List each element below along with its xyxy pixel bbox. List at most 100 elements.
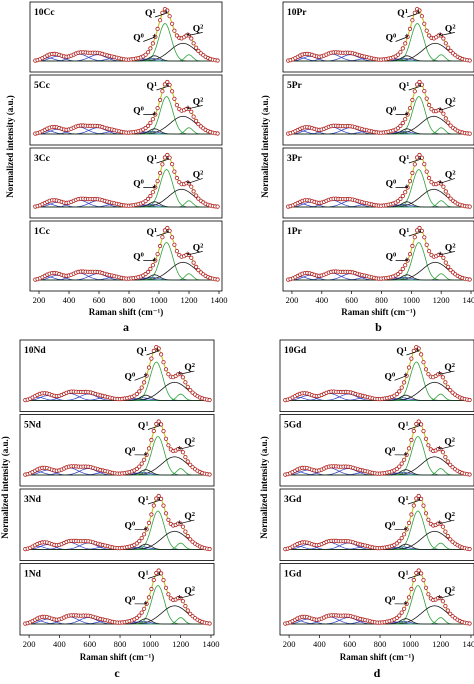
q1-label: Q1	[398, 495, 409, 507]
subplot-frame	[19, 563, 215, 636]
q0-label: Q0	[125, 594, 136, 606]
q0-arrowhead	[152, 111, 156, 116]
subplot-frame	[19, 488, 215, 561]
subplot-5gd: 5Gd Q1 Q0 Q2	[279, 414, 474, 487]
data-point	[399, 610, 404, 615]
data-point	[414, 421, 419, 427]
data-point	[161, 577, 166, 583]
x-axis: 200 400 600 800 1000 1200 1400	[286, 291, 474, 305]
data-point	[158, 243, 163, 249]
data-point	[160, 162, 165, 167]
data-point	[160, 235, 165, 240]
q0-label: Q0	[133, 105, 144, 117]
data-point	[148, 266, 153, 271]
data-point	[445, 608, 450, 613]
q0-arrowhead	[143, 600, 148, 605]
data-point	[467, 397, 472, 403]
q2-arrowhead	[437, 594, 442, 599]
data-point	[423, 367, 429, 372]
data-point	[443, 603, 448, 609]
data-point	[397, 389, 402, 394]
data-point	[417, 152, 422, 158]
data-point	[191, 260, 196, 265]
q1-label: Q1	[136, 346, 147, 358]
data-point	[183, 380, 188, 385]
data-point	[142, 380, 147, 385]
q0-arrow	[395, 36, 408, 42]
q0-label: Q0	[385, 520, 396, 532]
data-point	[426, 33, 432, 38]
data-point	[418, 352, 424, 357]
q1-label: Q1	[147, 154, 158, 166]
q0-arrowhead	[143, 526, 148, 531]
data-point	[443, 454, 448, 460]
data-point	[410, 18, 415, 23]
data-point	[403, 117, 408, 122]
data-point	[185, 384, 190, 389]
subplot-frame	[279, 414, 474, 487]
data-point	[397, 464, 402, 469]
x-tick-label: 1200	[433, 295, 450, 305]
q1-arrow	[408, 85, 421, 91]
q1-arrow	[407, 499, 421, 505]
q2-arrow	[440, 370, 455, 375]
data-point	[403, 263, 408, 268]
sample-label: 3Pr	[287, 154, 303, 164]
data-point	[426, 372, 431, 377]
data-point	[185, 459, 190, 464]
data-point	[421, 503, 426, 508]
data-point	[194, 45, 199, 50]
data-point	[161, 503, 166, 508]
data-point	[137, 389, 142, 394]
data-point	[446, 45, 451, 50]
subplot-frame	[19, 339, 215, 412]
q1-arrowhead	[157, 422, 161, 427]
data-point	[189, 109, 194, 114]
data-point	[215, 58, 220, 63]
data-point	[174, 249, 179, 254]
q2-arrowhead	[437, 371, 442, 375]
q0-label: Q0	[385, 445, 396, 457]
data-point	[448, 537, 453, 542]
q2-arrowhead	[437, 520, 442, 525]
q2-arrow	[180, 445, 195, 450]
data-point	[414, 155, 420, 160]
subplot-5nd: 5Nd Q1 Q0 Q2	[19, 414, 215, 487]
q1-arrowhead	[418, 83, 422, 87]
data-point	[215, 131, 220, 136]
data-point	[156, 568, 161, 573]
q2-label: Q2	[445, 23, 456, 35]
data-point	[421, 577, 426, 583]
q0-label: Q0	[125, 445, 136, 457]
data-point	[441, 184, 446, 189]
sample-label: 1Cc	[34, 227, 50, 237]
subplot-frame	[282, 74, 474, 146]
x-tick-label: 1200	[181, 295, 198, 305]
q2-label: Q2	[445, 96, 456, 108]
q1-arrowhead	[155, 347, 160, 352]
data-point	[414, 570, 419, 576]
x-tick-label: 1000	[402, 639, 419, 649]
q0-arrowhead	[404, 33, 409, 38]
data-point	[174, 103, 179, 108]
q1-arrowhead	[164, 9, 168, 14]
x-tick-label: 400	[63, 295, 76, 305]
data-point	[400, 193, 405, 199]
data-point	[441, 36, 446, 41]
data-point	[445, 384, 450, 389]
data-point	[394, 615, 399, 621]
data-point	[161, 428, 166, 434]
x-tick-label: 1400	[462, 639, 474, 649]
data-point	[174, 175, 179, 181]
data-point	[424, 96, 429, 101]
x-axis-label: Raman shift (cm⁻¹)	[89, 307, 163, 317]
data-point	[162, 155, 167, 160]
sample-label: 10Nd	[24, 346, 46, 356]
data-point	[146, 50, 151, 55]
data-point	[134, 615, 139, 621]
data-point	[137, 464, 142, 469]
data-point	[189, 36, 194, 41]
data-point	[424, 28, 429, 33]
